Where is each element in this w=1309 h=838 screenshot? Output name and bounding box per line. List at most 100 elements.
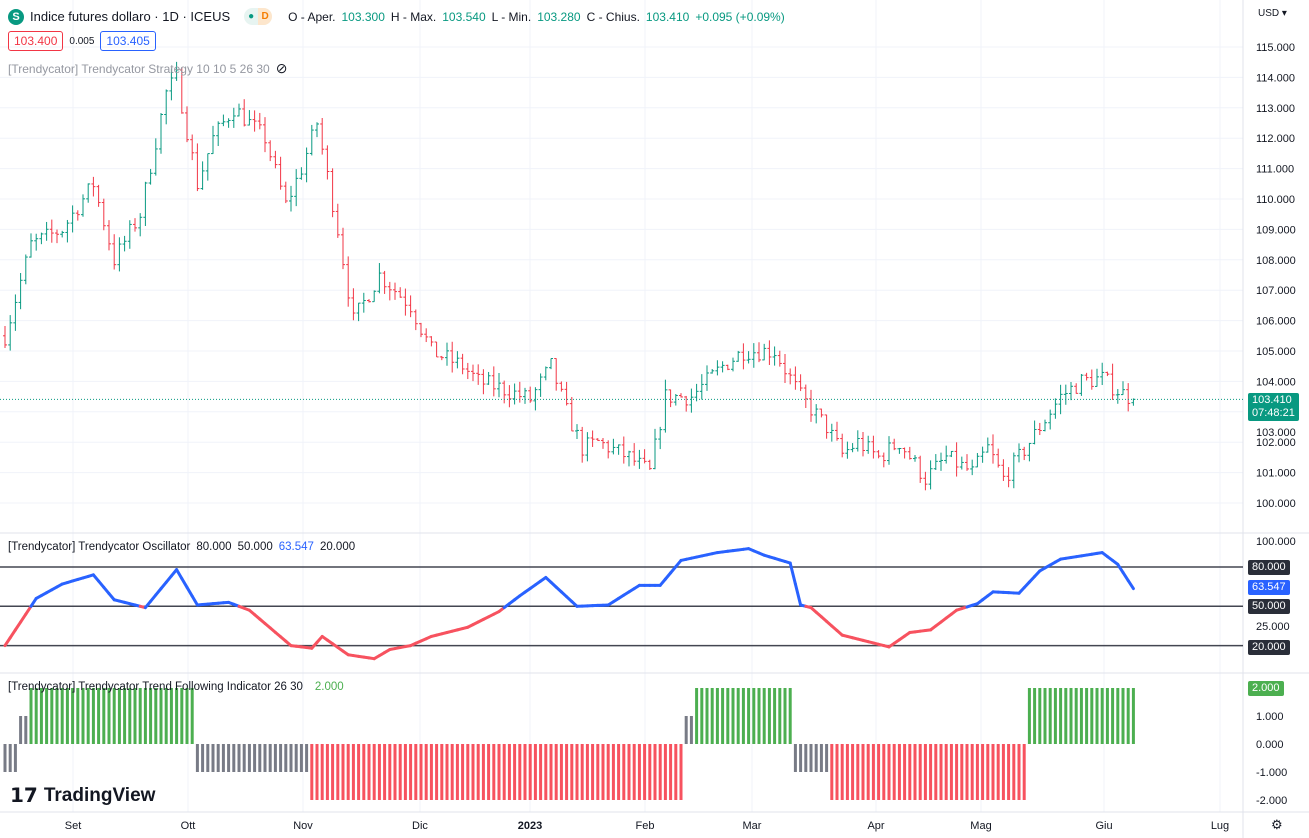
trend-bar [221, 744, 225, 772]
trend-bar [601, 744, 605, 800]
trend-bar [643, 744, 647, 800]
trend-bar [227, 744, 231, 772]
price-axis-label: 102.000 [1256, 437, 1296, 449]
oscillator-legend: [Trendycator] Trendycator Oscillator 80.… [8, 541, 355, 553]
trend-bar [778, 688, 782, 744]
time-axis-label: Giu [1095, 820, 1112, 832]
trend-bar [809, 744, 813, 772]
trend-bar [908, 744, 912, 800]
trend-bar [1116, 688, 1120, 744]
trend-bar [1069, 688, 1073, 744]
oscillator-line-segment [185, 585, 194, 598]
trend-axis-label: -1.000 [1256, 767, 1287, 779]
tradingview-logo[interactable]: 𝟭𝟳 TradingView [10, 783, 155, 808]
trend-bar [466, 744, 470, 800]
osc-param: 80.000 [196, 541, 232, 553]
trend-axis-label: 1.000 [1256, 711, 1284, 723]
oscillator-line-segment [1116, 562, 1125, 574]
trend-bar [757, 688, 761, 744]
market-status-pill[interactable]: ● D [244, 8, 273, 25]
trend-bar [372, 744, 376, 800]
trend-bar [747, 688, 751, 744]
price-axis-label: 104.000 [1256, 376, 1296, 388]
trend-bar [1038, 688, 1042, 744]
trend-bar [986, 744, 990, 800]
sell-button[interactable]: 103.400 [8, 31, 64, 51]
trend-bar [773, 688, 777, 744]
trend-bar [1027, 688, 1031, 744]
trend-bar [632, 744, 636, 800]
osc-value-tag: 63.547 [1248, 580, 1290, 595]
buy-button[interactable]: 103.405 [100, 31, 156, 51]
trend-bar [1048, 688, 1052, 744]
trend-bar [981, 744, 985, 800]
trend-bar [559, 744, 563, 800]
trend-bar [138, 688, 142, 744]
trend-bar [175, 688, 179, 744]
trend-bar [13, 744, 17, 772]
trend-bar [1105, 688, 1109, 744]
symbol-legend: S Indice futures dollaro · 1D · ICEUS ● D… [8, 8, 785, 25]
trend-bar [299, 744, 303, 772]
trend-bar [419, 744, 423, 800]
trend-bar [518, 744, 522, 800]
trend-bar [305, 744, 309, 772]
price-axis-label: 108.000 [1256, 255, 1296, 267]
price-axis-label: 107.000 [1256, 285, 1296, 297]
trend-bar [835, 744, 839, 800]
oscillator-label: [Trendycator] Trendycator Oscillator [8, 541, 191, 553]
oscillator-line-segment [29, 596, 38, 608]
trend-bar [736, 688, 740, 744]
trend-bar [991, 744, 995, 800]
trend-bar [674, 744, 678, 800]
trend-bar [398, 744, 402, 800]
trend-bar [133, 688, 137, 744]
trend-value-tag: 2.000 [1248, 681, 1284, 696]
level-20-tag: 20.000 [1248, 640, 1290, 655]
trend-bar [440, 744, 444, 800]
price-axis-label: 114.000 [1256, 72, 1295, 84]
strategy-legend[interactable]: [Trendycator] Trendycator Strategy 10 10… [8, 60, 287, 77]
trend-bar [258, 744, 262, 772]
trend-bar [1111, 688, 1115, 744]
trend-bar [393, 744, 397, 800]
currency-select[interactable]: USD ▾ [1258, 8, 1287, 19]
trend-bar [341, 744, 345, 800]
osc-axis-label: 100.000 [1256, 536, 1296, 548]
price-axis-label: 100.000 [1256, 498, 1296, 510]
time-axis-label: Dic [412, 820, 428, 832]
trend-bar [445, 744, 449, 800]
trend-bar [206, 744, 210, 772]
trend-bar [819, 744, 823, 772]
trend-bar [731, 688, 735, 744]
trend-bar [622, 744, 626, 800]
hidden-eye-icon[interactable]: ⊘ [275, 60, 288, 76]
oscillator-line-segment [788, 561, 797, 586]
trend-bar [783, 688, 787, 744]
trend-axis-label: -2.000 [1256, 795, 1287, 807]
symbol-title[interactable]: Indice futures dollaro · 1D · ICEUS [30, 9, 231, 24]
trend-bar [336, 744, 340, 800]
high-value: 103.540 [442, 9, 486, 24]
trend-bar [346, 744, 350, 800]
trend-bar [726, 688, 730, 744]
settings-gear-icon[interactable]: ⚙ [1271, 817, 1283, 832]
trend-bar [377, 744, 381, 800]
trend-bar [741, 688, 745, 744]
time-axis-label: Mag [970, 820, 991, 832]
trend-bar [216, 744, 220, 772]
trend-bar [830, 744, 834, 800]
trend-bar [1095, 688, 1099, 744]
trend-bar [611, 744, 615, 800]
osc-value: 63.547 [278, 541, 314, 553]
trend-bar [351, 744, 355, 800]
oscillator-line-segment [13, 620, 23, 632]
oscillator-line-segment [180, 576, 189, 589]
trend-bar [658, 744, 662, 800]
trend-bar [679, 744, 683, 800]
trend-bar [242, 744, 246, 772]
trend-bar [648, 744, 652, 800]
trend-bar [539, 744, 543, 800]
trend-bar [1085, 688, 1089, 744]
